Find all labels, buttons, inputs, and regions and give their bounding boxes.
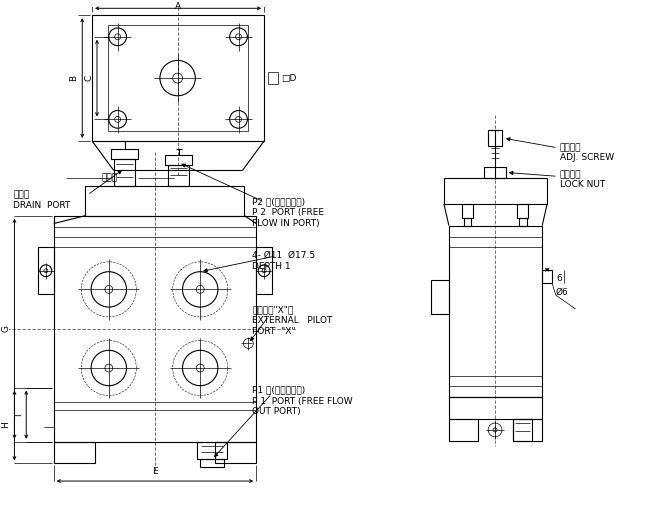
Bar — [86, 186, 244, 215]
Text: 4- Ø11  Ø17.5: 4- Ø11 Ø17.5 — [252, 251, 315, 260]
Text: DEPTH 1: DEPTH 1 — [252, 262, 291, 271]
Bar — [256, 247, 272, 294]
Bar — [111, 149, 138, 159]
Text: P1 口(自由流出口): P1 口(自由流出口) — [252, 386, 305, 395]
Bar — [444, 178, 547, 204]
Text: P 1  PORT (FREE FLOW: P 1 PORT (FREE FLOW — [252, 396, 353, 406]
Text: P 2  PORT (FREE: P 2 PORT (FREE — [252, 208, 324, 217]
Text: 6: 6 — [556, 274, 562, 283]
Text: OUT PORT): OUT PORT) — [252, 407, 301, 416]
Bar — [464, 218, 472, 226]
Bar — [484, 166, 506, 178]
Text: LOCK NUT: LOCK NUT — [560, 180, 605, 189]
Text: 外部引導"X"口: 外部引導"X"口 — [252, 305, 293, 314]
Text: 洩流口: 洩流口 — [102, 174, 118, 183]
Text: 洩流口: 洩流口 — [13, 190, 30, 199]
Bar — [108, 25, 248, 131]
Bar — [268, 72, 278, 84]
Bar — [197, 442, 227, 459]
Bar — [542, 270, 552, 283]
Bar — [114, 159, 136, 186]
Bar — [92, 15, 264, 141]
Text: I: I — [14, 413, 23, 416]
Bar — [519, 218, 526, 226]
Text: P2 口(自由流入口): P2 口(自由流入口) — [252, 197, 305, 206]
Bar — [54, 442, 95, 463]
Bar — [168, 165, 190, 186]
Bar — [38, 247, 54, 294]
Text: G: G — [1, 325, 11, 332]
Bar — [215, 442, 256, 463]
Text: ADJ. SCREW: ADJ. SCREW — [560, 153, 614, 162]
Text: A: A — [174, 2, 181, 11]
Bar — [449, 397, 542, 419]
Bar — [449, 419, 478, 441]
Bar — [488, 130, 502, 146]
Bar — [200, 459, 224, 467]
Bar — [449, 226, 542, 397]
Text: Ø6: Ø6 — [556, 287, 569, 297]
Text: 固定螺帽: 固定螺帽 — [560, 170, 582, 179]
Bar — [462, 204, 474, 218]
Text: 調節螺絲: 調節螺絲 — [560, 143, 582, 152]
Text: EXTERNAL   PILOT: EXTERNAL PILOT — [252, 316, 333, 325]
Bar — [517, 204, 528, 218]
Text: E: E — [152, 467, 158, 476]
Text: B: B — [69, 75, 78, 81]
Text: C: C — [84, 75, 93, 81]
Bar — [513, 419, 532, 441]
Bar — [54, 215, 256, 442]
Bar — [431, 279, 449, 314]
Text: DRAIN  PORT: DRAIN PORT — [13, 201, 71, 210]
Text: □D: □D — [281, 74, 296, 83]
Text: FLOW IN PORT): FLOW IN PORT) — [252, 219, 320, 228]
Bar — [164, 155, 192, 165]
Text: PORT  "X": PORT "X" — [252, 327, 296, 336]
Text: H: H — [1, 422, 11, 428]
Bar — [513, 419, 542, 441]
